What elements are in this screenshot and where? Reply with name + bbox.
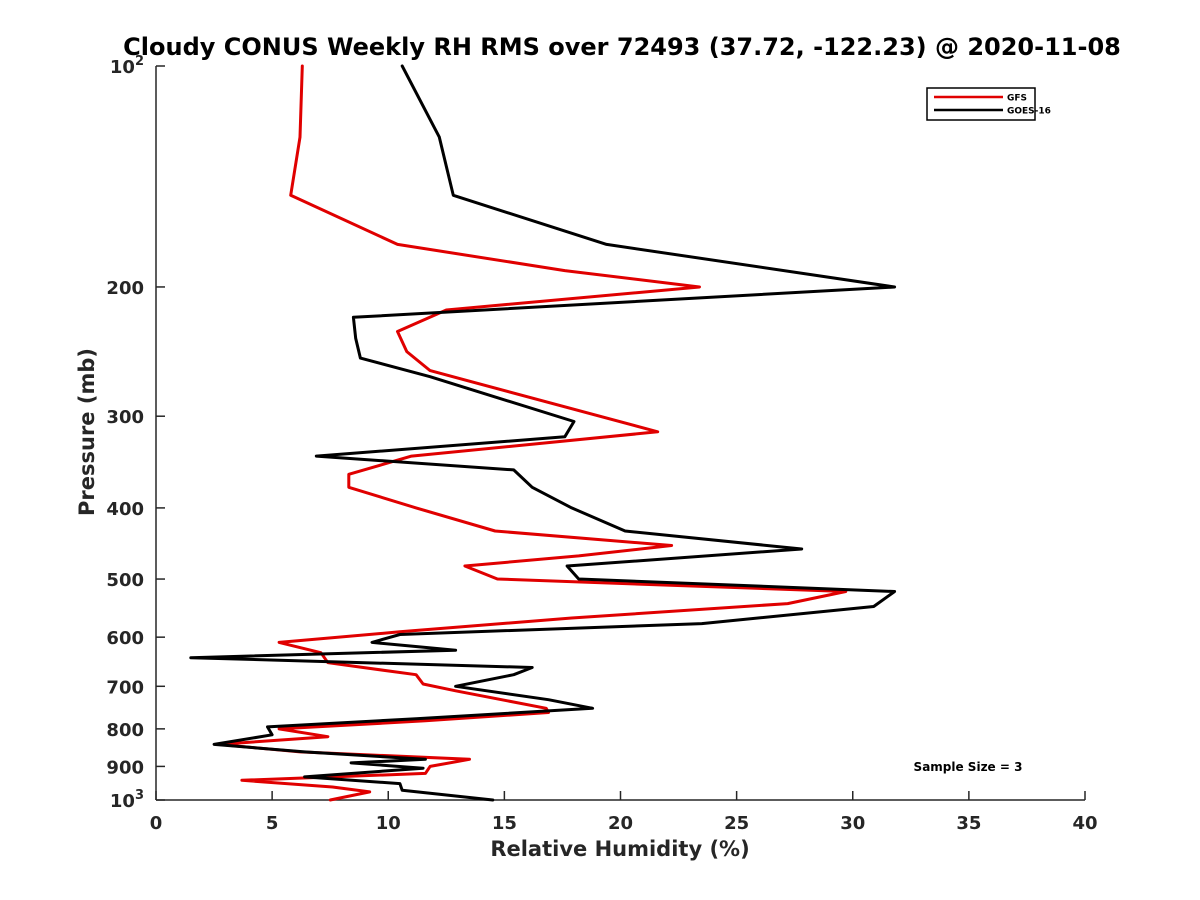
legend-entry-label: GFS [1007,94,1027,104]
x-tick-label: 15 [492,813,517,834]
y-tick-label: 200 [106,278,144,299]
series-line-gfs [217,64,848,802]
x-axis-label: Relative Humidity (%) [490,837,749,861]
y-tick-label: 500 [106,570,144,591]
series-layer [189,64,897,802]
y-tick-label: 900 [106,757,144,778]
x-tick-label: 0 [150,813,163,834]
legend: GFS GOES-16 [926,87,1051,121]
y-tick-label: 102 [110,54,144,78]
x-tick-label: 25 [724,813,749,834]
legend-entry-label: GOES-16 [1007,107,1051,117]
y-tick-label: 400 [106,499,144,520]
y-tick-label: 103 [110,788,144,812]
chart-title: Cloudy CONUS Weekly RH RMS over 72493 (3… [123,33,1121,61]
x-tick-label: 30 [840,813,865,834]
y-tick-label: 600 [106,628,144,649]
x-tick-label: 35 [956,813,981,834]
x-tick-label: 40 [1072,813,1097,834]
sample-size-annotation: Sample Size = 3 [914,760,1023,774]
y-tick-label: 700 [106,677,144,698]
series-line-goes-16 [189,64,897,802]
y-axis-label: Pressure (mb) [75,348,99,516]
x-tick-label: 10 [376,813,401,834]
plot-axes: 0 5 10 15 20 25 30 35 40 102 200 300 400 500 600 700 800… [106,54,1097,834]
x-tick-label: 5 [266,813,279,834]
y-tick-label: 300 [106,407,144,428]
y-tick-label: 800 [106,720,144,741]
x-tick-label: 20 [608,813,633,834]
legend-box [926,87,1036,121]
